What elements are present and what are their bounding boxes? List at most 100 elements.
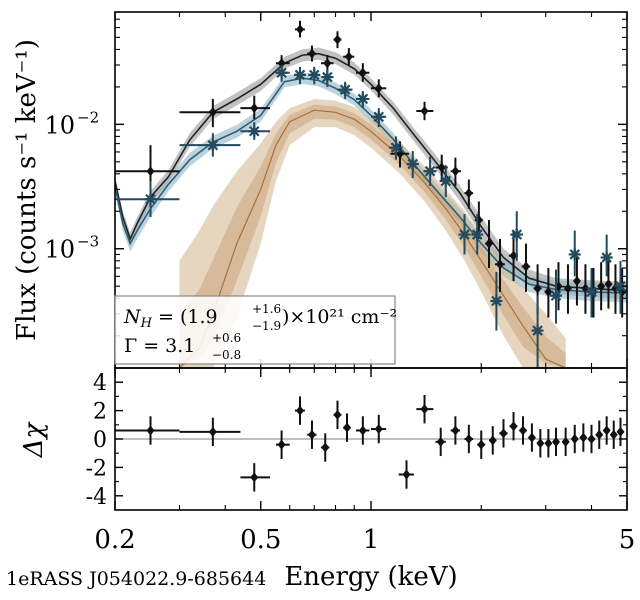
residual-point-17 (488, 435, 497, 446)
residual-point-9 (358, 425, 367, 436)
nh-label: NH = (1.9 (123, 306, 218, 331)
residual-point-7 (333, 409, 342, 420)
x-tick-label-1: 0.5 (240, 525, 281, 555)
res-y-tick-label-1: 2 (93, 400, 107, 425)
res-y-tick-label-0: 4 (93, 371, 107, 396)
data-point-1-7 (339, 83, 352, 96)
data-points (115, 20, 627, 368)
residual-point-25 (561, 436, 570, 447)
residual-point-32 (616, 426, 625, 437)
residual-point-22 (536, 438, 545, 449)
data-point-0-2 (250, 103, 259, 114)
data-point-1-23 (614, 280, 627, 293)
data-point-1-21 (585, 285, 598, 298)
model-bands (115, 47, 627, 368)
data-point-0-9 (358, 67, 367, 78)
data-point-0-12 (420, 106, 429, 117)
residual-point-24 (552, 436, 561, 447)
residual-point-28 (587, 434, 596, 444)
y-tick-label-1: 10 (44, 111, 75, 139)
res-y-tick-label-3: -2 (86, 456, 107, 481)
data-point-1-6 (321, 71, 334, 84)
residual-point-10 (374, 424, 383, 435)
data-point-0-6 (323, 58, 332, 69)
data-point-1-16 (490, 295, 503, 308)
residual-point-29 (595, 429, 604, 440)
residual-point-15 (464, 434, 473, 444)
residual-point-20 (518, 425, 527, 436)
data-point-0-25 (572, 276, 581, 287)
data-point-0-11 (396, 148, 405, 159)
x-tick-label-0: 0.2 (94, 525, 135, 555)
data-point-0-1 (208, 107, 217, 118)
annotation-box (114, 295, 396, 365)
residual-point-30 (602, 425, 611, 436)
res-y-tick-label-4: -4 (86, 485, 107, 510)
data-point-1-12 (424, 165, 437, 178)
fit-annotation: NH = (1.9 +1.6 −1.9 )×10²¹ cm⁻² Γ = 3.1 … (114, 295, 397, 365)
gamma-lower-error: −0.8 (212, 348, 241, 362)
data-point-1-17 (510, 228, 523, 241)
data-point-1-20 (568, 248, 581, 261)
data-point-1-1 (206, 139, 219, 152)
data-point-0-14 (451, 166, 460, 177)
data-point-0-20 (522, 261, 531, 272)
source-name-caption: 1eRASS J054022.9-685644 (6, 568, 267, 590)
model-band-2 (179, 99, 566, 368)
data-point-0-29 (604, 279, 613, 290)
residual-point-5 (307, 429, 316, 440)
residual-point-8 (343, 422, 352, 433)
residual-point-2 (250, 472, 259, 483)
data-point-0-5 (307, 48, 316, 59)
data-point-0-10 (374, 83, 383, 94)
y-tick-exp-0: −3 (77, 233, 99, 251)
y-tick-label-0: 10 (44, 236, 75, 264)
residual-point-0 (146, 425, 155, 436)
residual-panel-frame (114, 367, 628, 511)
residual-point-12 (420, 404, 429, 415)
energy-axis-label: Energy (keV) (284, 562, 457, 592)
data-point-1-4 (294, 68, 307, 81)
data-point-0-17 (485, 238, 494, 249)
nh-lower-error: −1.9 (252, 319, 281, 333)
data-point-1-3 (275, 66, 288, 79)
nh-upper-error: +1.6 (252, 302, 281, 316)
nh-unit: )×10²¹ cm⁻² (282, 306, 397, 328)
residual-point-23 (544, 438, 553, 449)
model-band-inner-2 (179, 104, 566, 368)
data-point-0-15 (464, 188, 473, 199)
residual-point-14 (451, 425, 460, 436)
data-point-1-2 (248, 125, 261, 138)
data-point-0-28 (597, 281, 606, 292)
residual-point-27 (579, 432, 588, 443)
y-tick-exp-1: −2 (77, 108, 99, 126)
residual-point-26 (570, 434, 579, 444)
residual-point-4 (296, 405, 305, 416)
gamma-upper-error: +0.6 (212, 331, 241, 345)
data-point-0-21 (533, 283, 542, 294)
residual-point-3 (277, 439, 286, 450)
data-point-1-11 (406, 158, 419, 170)
residual-point-19 (509, 421, 518, 432)
data-point-1-19 (550, 289, 563, 302)
data-point-1-18 (531, 324, 544, 337)
data-point-1-9 (372, 110, 385, 123)
residual-point-1 (208, 426, 217, 437)
data-point-1-13 (439, 175, 452, 188)
data-point-0-22 (544, 286, 553, 297)
data-point-1-10 (389, 141, 402, 154)
data-point-0-0 (146, 166, 155, 177)
data-point-0-24 (563, 283, 572, 294)
data-point-0-19 (509, 250, 518, 261)
x-tick-label-2: 1 (363, 525, 380, 555)
model-band-1 (115, 72, 627, 303)
data-point-0-18 (495, 259, 504, 270)
data-point-0-4 (296, 24, 305, 35)
residual-point-13 (436, 436, 445, 447)
gamma-label: Γ = 3.1 (124, 335, 195, 357)
residual-points (115, 394, 627, 492)
data-point-0-13 (437, 162, 446, 173)
res-y-tick-label-2: 0 (93, 428, 107, 453)
